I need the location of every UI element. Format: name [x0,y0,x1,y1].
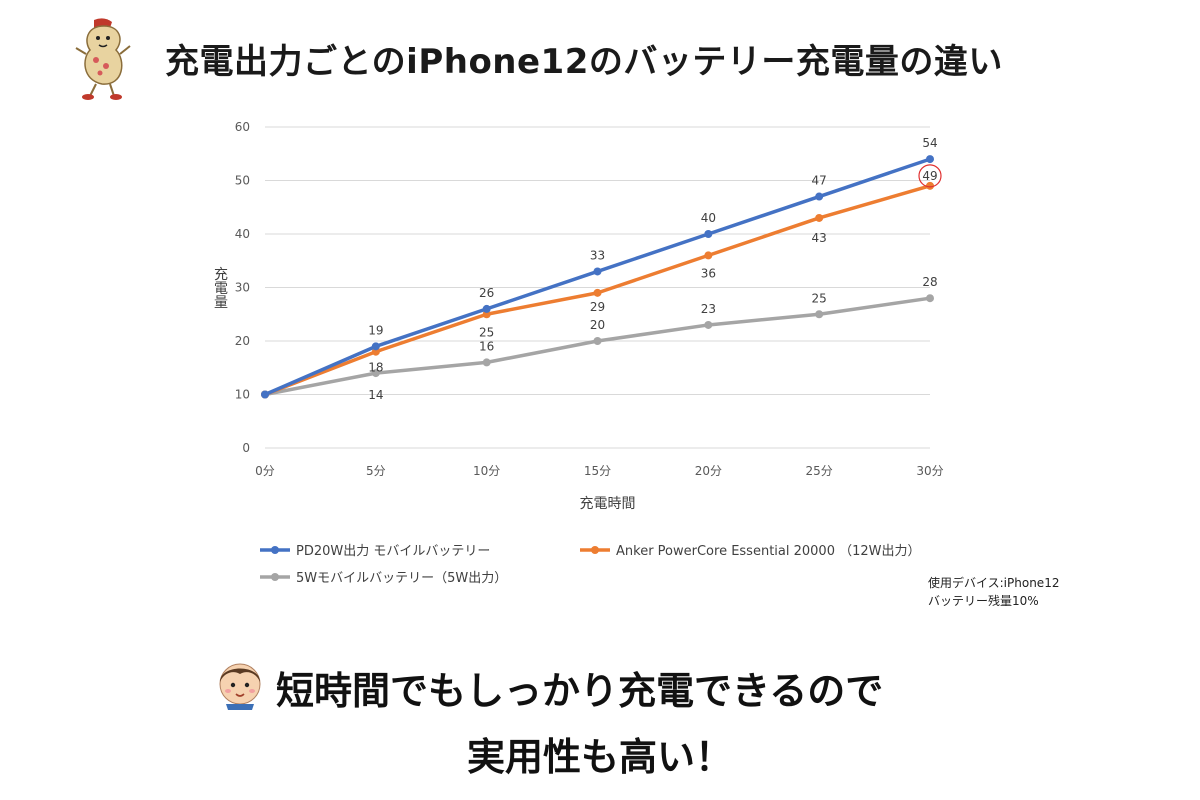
peanut-mascot-icon [75,18,131,100]
data-point [482,358,491,367]
data-point [261,390,269,399]
data-point [371,342,380,351]
x-tick-label: 0分 [255,464,275,478]
x-tick-label: 30分 [916,464,943,478]
data-label: 25 [812,291,827,305]
data-point [371,369,380,378]
data-label: 20 [590,318,605,332]
data-label: 18 [368,361,383,375]
data-label: 47 [812,174,827,188]
data-point [593,288,602,297]
y-axis-title: 充電量 [212,267,228,309]
legend-swatch-marker [271,546,279,554]
y-tick-label: 30 [235,281,250,295]
data-label: 40 [701,211,716,225]
legend-swatch-marker [591,546,599,554]
line-chart: 0 10 20 30 40 50 60 0分 5分 10分 15分 20分 25分 30分充電時間 充電量 1… [200,115,1060,615]
highlight-ring [918,164,942,188]
device-note: 使用デバイス:iPhone12 バッテリー残量10% [928,574,1059,610]
page-title: 充電出力ごとのiPhone12のバッテリー充電量の違い [165,42,1003,82]
footer-line-2: 実用性も高い！ [466,735,733,779]
legend-swatch-marker [271,573,279,581]
data-label: 19 [368,323,383,337]
y-tick-label: 20 [235,334,250,348]
data-label: 16 [479,339,494,353]
data-label: 49 [922,169,937,183]
data-point [593,337,602,345]
data-point [815,192,824,201]
data-point [593,267,602,276]
boy-face-icon [219,663,261,710]
data-label: 23 [701,302,716,316]
y-tick-label: 60 [235,120,250,134]
x-tick-label: 5分 [366,464,386,478]
device-note-line1: 使用デバイス:iPhone12 [928,576,1060,590]
x-tick-label: 10分 [473,464,500,478]
y-tick-label: 40 [235,227,250,241]
data-point [704,230,713,238]
series-line [264,157,931,397]
data-label: 29 [590,300,605,314]
device-note-line2: バッテリー残量10% [928,594,1039,608]
data-point [482,304,491,313]
legend-label: 5Wモバイルバッテリー（5W出力） [296,571,507,586]
data-point [704,320,713,329]
data-point [815,310,824,319]
data-label: 33 [590,248,605,262]
header: 充電出力ごとのiPhone12のバッテリー充電量の違い [0,0,1200,120]
data-point [815,213,824,222]
legend-label: PD20W出力 モバイルバッテリー [296,544,490,559]
x-tick-label: 20分 [695,464,722,478]
footer-line-1: 短時間でもしっかり充電できるので [276,669,884,713]
data-point [926,181,934,190]
footer-message: 短時間でもしっかり充電できるので 実用性も高い！ [0,650,1200,790]
legend-label: Anker PowerCore Essential 20000 （12W出力） [616,544,921,559]
data-label: 43 [812,231,827,245]
data-label: 26 [479,286,494,300]
x-tick-label: 15分 [584,464,611,478]
data-label: 54 [922,136,937,150]
data-label: 36 [701,266,716,280]
data-point [926,155,934,164]
data-label: 28 [922,275,937,289]
data-label: 25 [479,325,494,339]
y-tick-label: 10 [235,388,250,402]
x-tick-label: 25分 [806,464,833,478]
x-axis-title: 充電時間 [580,496,636,512]
y-tick-label: 50 [235,174,250,188]
y-tick-label: 0 [242,441,250,455]
data-point [704,251,713,260]
data-label: 14 [368,388,383,402]
data-point [926,294,934,303]
